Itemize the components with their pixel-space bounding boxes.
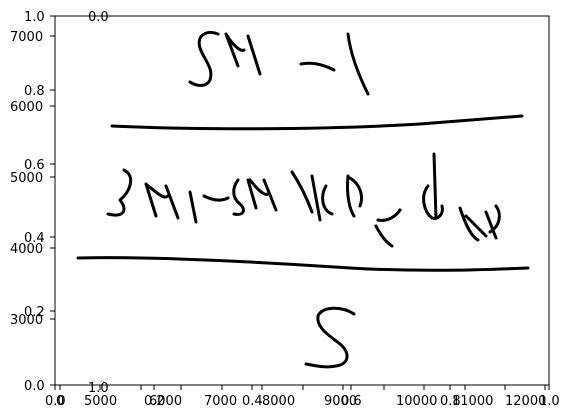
outer-y-tick-label: 1.0: [24, 10, 45, 25]
inner-x-tick-label: 7000: [204, 394, 237, 409]
outer-x-axis: 0.0 0.2 0.4 0.6 0.8 1.0: [45, 385, 560, 409]
inner-y-axis: 3000 4000 5000 6000 7000: [10, 30, 55, 328]
outer-x-tick-label: 0.0: [45, 394, 66, 409]
inner-y-tick-label: 7000: [10, 30, 43, 45]
outer-x-tick-label: 0.6: [341, 394, 362, 409]
inner-x-tick-label: 10000: [396, 394, 437, 409]
outer-x-tick-label: 0.4: [242, 394, 263, 409]
axes-frame: [54, 15, 550, 386]
outer-x-tick-label: 0.2: [144, 394, 165, 409]
outer-y-tick-label: 0.4: [24, 231, 45, 246]
outer-x-tick-label: 1.0: [539, 394, 560, 409]
fraction-bar-bottom: [76, 256, 530, 272]
inner-y-tick-label: 3000: [10, 313, 43, 328]
outer-x-tick-label: 0.8: [440, 394, 461, 409]
inner-x-tick-label: 11000: [452, 394, 493, 409]
outer-y-tick-label: 0.8: [24, 84, 45, 99]
inner-x-tick-label: 5000: [84, 394, 117, 409]
overlay-bottom-label: 1.0: [88, 381, 109, 396]
outer-y-tick-label: 0.2: [24, 305, 45, 320]
inner-x-tick-label: 8000: [262, 394, 295, 409]
inner-x-tick-label: 0: [56, 394, 64, 409]
numerator-handwriting: [188, 31, 370, 96]
overlay-top-label: 0.0: [88, 10, 109, 25]
inner-x-axis: 0 5000 6000 7000 8000 9000 10000 11000 1…: [56, 385, 546, 409]
inner-x-tick-label: 12000: [505, 394, 546, 409]
denominator-handwriting: [304, 306, 356, 369]
outer-y-tick-label: 0.6: [24, 158, 45, 173]
inner-x-tick-label: 6000: [149, 394, 182, 409]
outer-y-axis: 0.0 0.2 0.4 0.6 0.8 1.0: [24, 10, 55, 394]
outer-y-tick-label: 0.0: [24, 379, 45, 394]
inner-y-tick-label: 6000: [10, 100, 43, 115]
inner-y-tick-label: 5000: [10, 171, 43, 186]
inner-y-tick-label: 4000: [10, 242, 43, 257]
middle-handwriting: [106, 152, 501, 248]
fraction-bar-top: [110, 114, 524, 131]
inner-x-tick-label: 9000: [324, 394, 357, 409]
